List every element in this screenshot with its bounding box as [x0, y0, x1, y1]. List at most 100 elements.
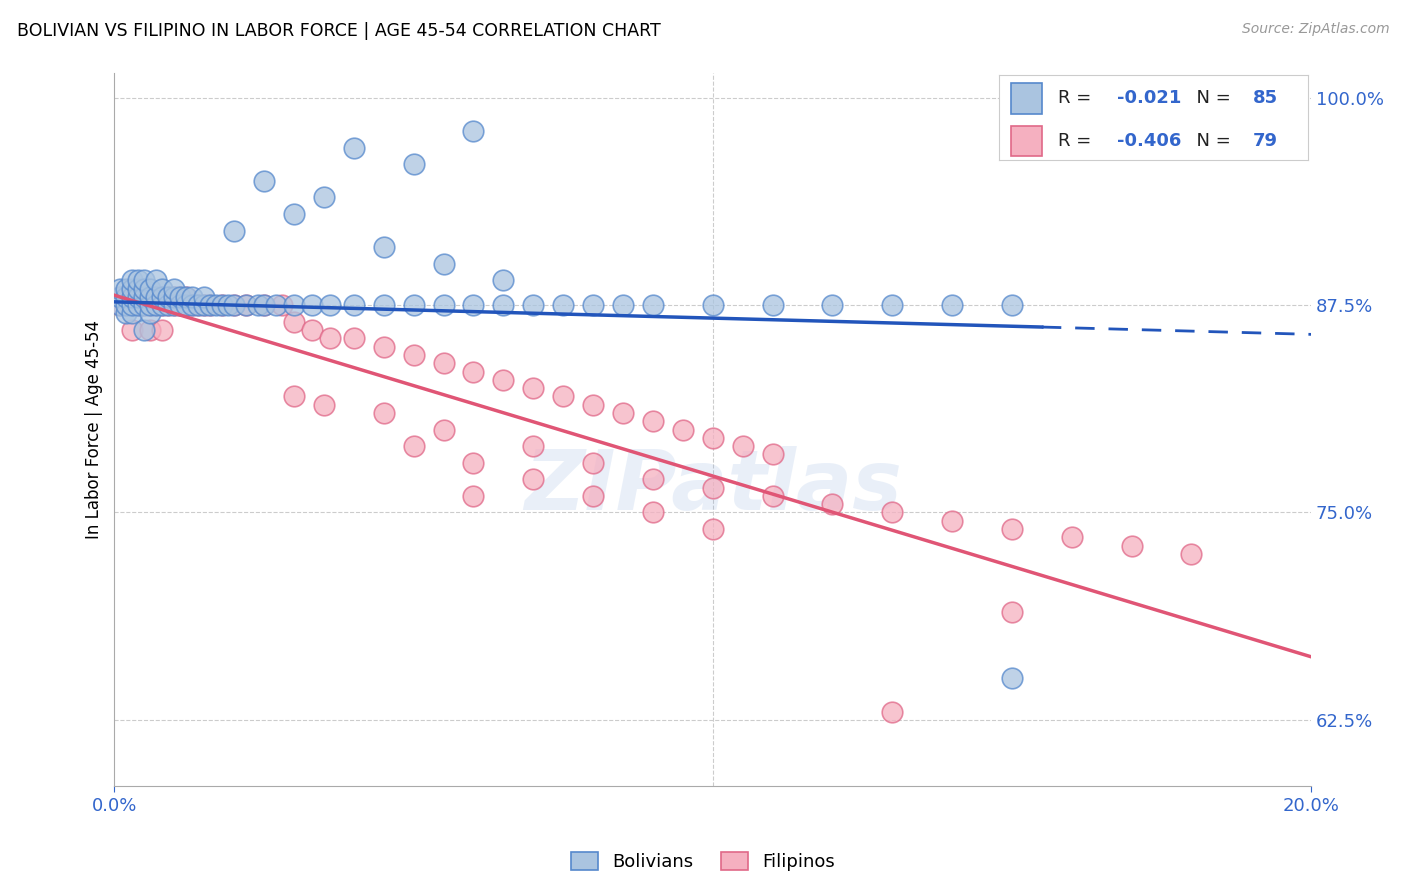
Point: [150, 323, 173, 337]
Point: [463, 364, 485, 378]
Point: [181, 290, 204, 304]
Point: [312, 190, 335, 204]
Point: [193, 290, 215, 304]
Point: [169, 298, 191, 312]
Point: [264, 298, 287, 312]
Point: [941, 298, 963, 312]
Point: [343, 298, 366, 312]
Point: [121, 282, 143, 296]
Point: [373, 240, 395, 254]
Point: [432, 423, 454, 437]
Point: [157, 298, 180, 312]
Point: [121, 298, 143, 312]
Point: [139, 323, 162, 337]
Point: [150, 290, 173, 304]
Point: [139, 306, 162, 320]
Point: [217, 298, 239, 312]
Point: [641, 414, 664, 428]
Point: [169, 290, 191, 304]
Point: [463, 124, 485, 138]
Point: [761, 447, 783, 461]
Point: [150, 282, 173, 296]
Point: [641, 506, 664, 520]
Point: [343, 140, 366, 154]
Point: [145, 298, 167, 312]
Point: [134, 282, 156, 296]
Text: 85: 85: [1253, 89, 1278, 108]
Point: [134, 298, 156, 312]
Point: [110, 298, 132, 312]
Point: [145, 298, 167, 312]
Point: [402, 157, 425, 171]
Point: [702, 481, 724, 495]
Point: [211, 298, 233, 312]
Point: [253, 174, 276, 188]
Point: [187, 298, 209, 312]
Point: [1121, 539, 1143, 553]
Point: [134, 273, 156, 287]
Point: [139, 298, 162, 312]
Point: [115, 290, 138, 304]
Point: [198, 298, 221, 312]
Text: BOLIVIAN VS FILIPINO IN LABOR FORCE | AGE 45-54 CORRELATION CHART: BOLIVIAN VS FILIPINO IN LABOR FORCE | AG…: [17, 22, 661, 40]
Point: [283, 389, 305, 403]
Point: [522, 439, 544, 453]
Text: N =: N =: [1185, 89, 1236, 108]
Point: [157, 290, 180, 304]
Y-axis label: In Labor Force | Age 45-54: In Labor Force | Age 45-54: [86, 320, 103, 539]
Point: [319, 331, 342, 345]
Point: [343, 331, 366, 345]
Point: [1060, 530, 1083, 544]
Text: ZIPatlas: ZIPatlas: [524, 446, 901, 527]
Point: [174, 290, 197, 304]
Point: [283, 298, 305, 312]
Point: [492, 273, 515, 287]
Point: [821, 497, 844, 511]
Point: [373, 340, 395, 354]
Point: [181, 298, 204, 312]
Point: [222, 298, 245, 312]
Point: [181, 298, 204, 312]
Point: [1180, 547, 1202, 561]
Point: [432, 257, 454, 271]
Point: [150, 298, 173, 312]
Text: Source: ZipAtlas.com: Source: ZipAtlas.com: [1241, 22, 1389, 37]
Point: [522, 381, 544, 395]
Text: N =: N =: [1185, 132, 1236, 150]
Point: [145, 290, 167, 304]
Point: [121, 323, 143, 337]
Point: [127, 273, 149, 287]
Point: [121, 306, 143, 320]
Point: [121, 298, 143, 312]
Point: [402, 348, 425, 362]
Legend: Bolivians, Filipinos: Bolivians, Filipinos: [564, 845, 842, 879]
Point: [247, 298, 270, 312]
Point: [432, 356, 454, 370]
Point: [235, 298, 257, 312]
FancyBboxPatch shape: [1011, 126, 1042, 156]
Point: [121, 273, 143, 287]
Point: [110, 298, 132, 312]
Text: R =: R =: [1057, 132, 1097, 150]
Point: [582, 456, 605, 470]
Point: [115, 298, 138, 312]
Point: [150, 290, 173, 304]
Point: [522, 472, 544, 486]
Point: [582, 489, 605, 503]
Point: [169, 298, 191, 312]
Point: [110, 282, 132, 296]
Point: [941, 514, 963, 528]
Text: -0.021: -0.021: [1116, 89, 1181, 108]
Point: [672, 423, 695, 437]
Point: [1001, 298, 1024, 312]
Point: [187, 298, 209, 312]
Point: [553, 298, 575, 312]
Point: [193, 298, 215, 312]
Point: [301, 323, 323, 337]
Point: [134, 298, 156, 312]
Point: [110, 290, 132, 304]
Point: [821, 298, 844, 312]
Point: [612, 298, 634, 312]
Point: [253, 298, 276, 312]
Text: 79: 79: [1253, 132, 1278, 150]
